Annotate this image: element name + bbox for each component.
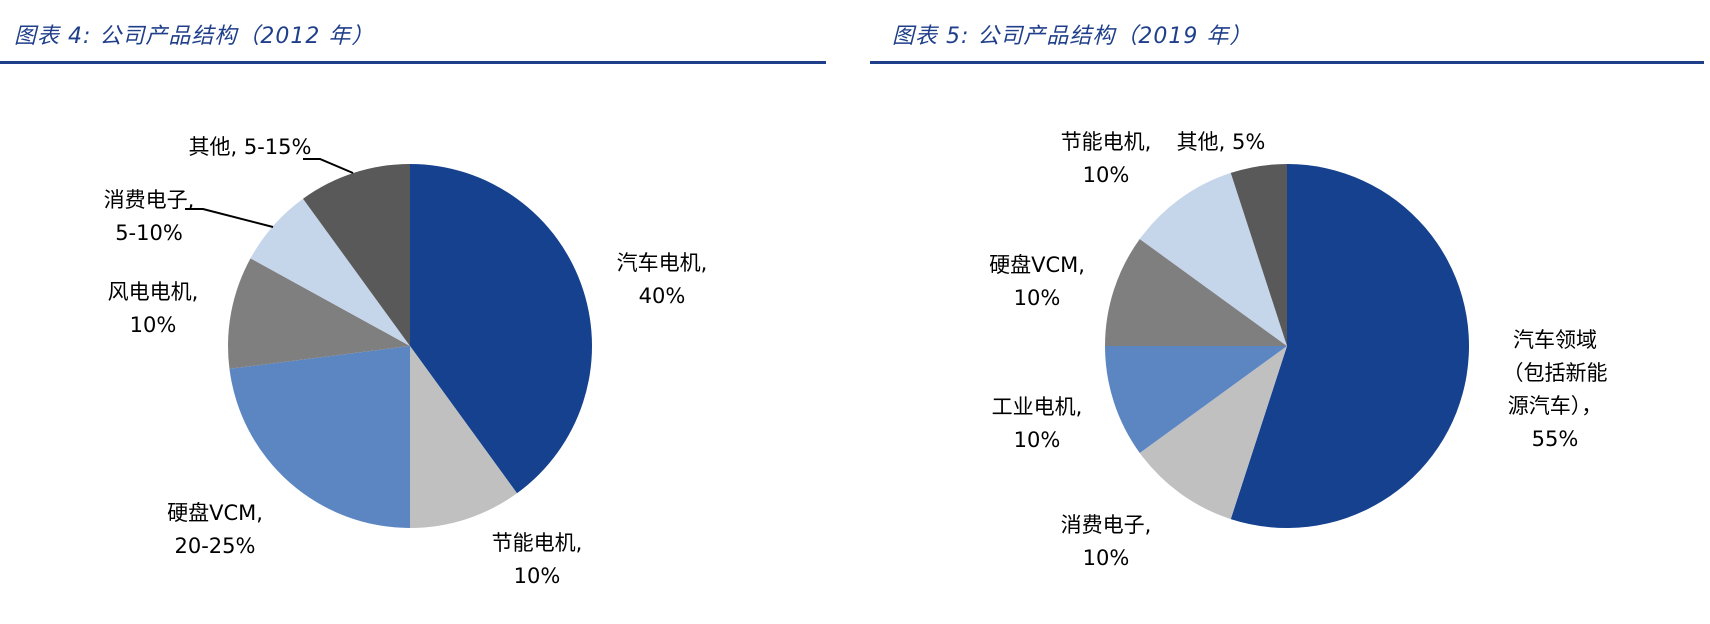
chart-panel-2012: 图表 4: 公司产品结构（2012 年） <box>0 0 830 624</box>
pie-slice <box>1230 164 1470 528</box>
data-label: 其他, 5% <box>1177 130 1266 154</box>
data-label: 消费电子, 5-10% <box>104 188 195 245</box>
pie-slice <box>1105 346 1287 453</box>
pie-slice <box>1230 164 1287 346</box>
leader-line <box>303 158 354 174</box>
title-rule-2019 <box>870 61 1704 64</box>
chart-title-2012: 图表 4: 公司产品结构（2012 年） <box>14 24 375 49</box>
pie-slice <box>228 258 410 369</box>
data-label: 节能电机, 10% <box>492 531 583 588</box>
pie-slice <box>229 346 410 528</box>
pie-slice <box>303 164 410 346</box>
pie-slice <box>410 164 593 494</box>
data-label: 汽车领域（包括新能源汽车）， 55% <box>1503 328 1608 451</box>
pie-slice <box>410 346 517 528</box>
data-label: 汽车电机, 40% <box>617 251 708 308</box>
pie-chart-2019: 汽车领域（包括新能源汽车）， 55% 消费电子, 10% 工业电机, 10% 硬盘VCM, 1… <box>989 130 1607 570</box>
title-rule-2012 <box>0 61 826 64</box>
chart-panel-2019: 图表 5: 公司产品结构（2019 年） <box>870 0 1710 624</box>
data-label: 硬盘VCM, 10% <box>989 253 1085 310</box>
data-label: 其他, 5-15% <box>189 135 312 159</box>
data-label: 节能电机, 10% <box>1061 130 1152 187</box>
data-label: 风电电机, 10% <box>108 280 199 337</box>
data-label: 硬盘VCM, 20-25% <box>167 501 263 558</box>
pie-slice <box>1139 346 1287 520</box>
data-label: 工业电机, 10% <box>992 395 1083 452</box>
leader-line <box>185 208 274 228</box>
chart-title-2019: 图表 5: 公司产品结构（2019 年） <box>892 24 1253 49</box>
data-label: 消费电子, 10% <box>1061 513 1152 570</box>
pie-slice <box>1105 239 1287 346</box>
pie-chart-2012: 汽车电机, 40% 节能电机, 10% 硬盘VCM, 20-25% 风电电机, 10% 消费电子… <box>104 135 708 588</box>
pie-slice <box>250 198 410 346</box>
pie-slice <box>1139 172 1287 346</box>
